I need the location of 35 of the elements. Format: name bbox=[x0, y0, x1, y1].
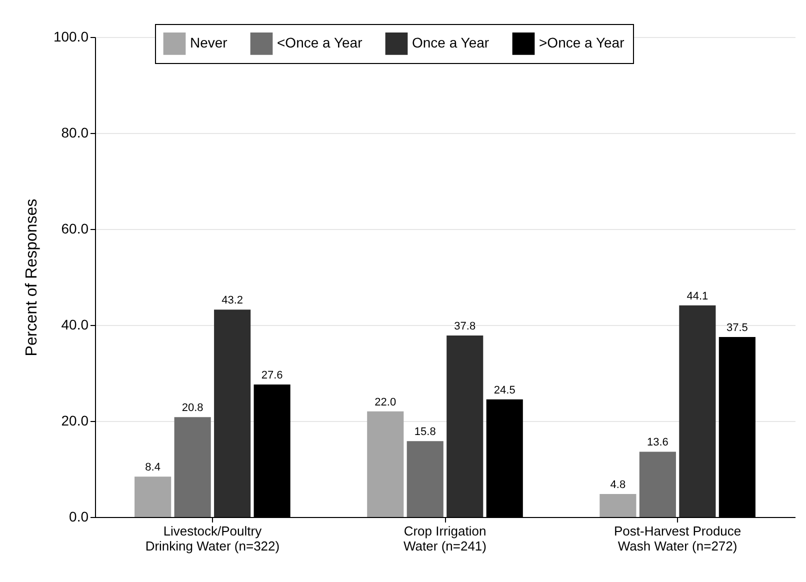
x-tick-label: Crop Irrigation Water (n=241) bbox=[404, 524, 486, 554]
data-label: 22.0 bbox=[374, 396, 396, 408]
data-label: 43.2 bbox=[222, 294, 244, 307]
data-label: 27.6 bbox=[261, 370, 283, 382]
x-tick-label: Livestock/Poultry Drinking Water (n=322) bbox=[145, 524, 280, 554]
y-tick-label: 100.0 bbox=[53, 28, 89, 44]
data-label: 44.1 bbox=[686, 290, 708, 302]
bar bbox=[406, 441, 444, 517]
bar bbox=[679, 305, 716, 517]
data-label: 15.8 bbox=[414, 426, 436, 438]
y-tick-label: 80.0 bbox=[61, 124, 89, 140]
data-label: 13.6 bbox=[646, 436, 668, 449]
bar bbox=[174, 417, 211, 517]
data-label: 4.8 bbox=[610, 478, 626, 491]
bar bbox=[214, 310, 251, 517]
y-tick-label: 40.0 bbox=[61, 316, 89, 332]
data-label: 20.8 bbox=[182, 402, 204, 414]
data-label: 8.4 bbox=[145, 462, 160, 474]
y-axis-title: Percent of Responses bbox=[23, 198, 40, 356]
bar bbox=[446, 336, 484, 517]
legend-label: <Once a Year bbox=[277, 34, 363, 51]
legend-label: Once a Year bbox=[412, 34, 490, 51]
y-tick-label: 0.0 bbox=[69, 508, 89, 524]
bar bbox=[367, 411, 404, 517]
y-tick-label: 20.0 bbox=[61, 412, 89, 428]
legend-label: >Once a Year bbox=[539, 34, 625, 51]
data-label: 37.5 bbox=[726, 322, 748, 334]
data-label: 24.5 bbox=[494, 384, 516, 396]
bar bbox=[134, 476, 172, 517]
y-tick-label: 60.0 bbox=[61, 220, 89, 236]
legend-label: Never bbox=[190, 34, 228, 51]
bar bbox=[600, 494, 636, 517]
x-tick-label: Post-Harvest Produce Wash Water (n=272) bbox=[614, 524, 742, 554]
data-label: 37.8 bbox=[454, 320, 476, 333]
bar bbox=[639, 452, 676, 517]
